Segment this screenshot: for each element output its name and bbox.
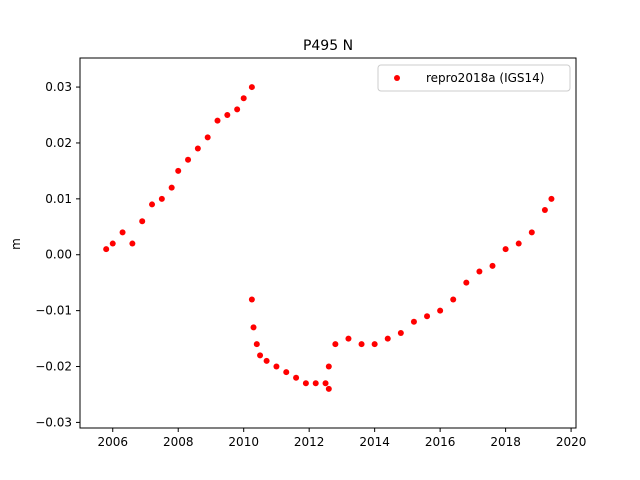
chart-title: P495 N	[303, 38, 353, 54]
data-point	[158, 195, 165, 202]
data-point	[489, 262, 496, 269]
data-point	[250, 324, 257, 331]
data-point	[371, 341, 378, 348]
data-point	[257, 352, 264, 359]
y-tick-label: −0.02	[35, 360, 72, 374]
data-point	[248, 84, 255, 91]
data-point	[234, 106, 241, 113]
data-point	[224, 112, 231, 119]
data-point	[410, 318, 417, 325]
data-point	[248, 296, 255, 303]
data-point	[476, 268, 483, 275]
axis-ticks: 2006 2008 2010 2012 2014 2016 2018 2020 −0.03 −0.…	[35, 80, 586, 449]
data-point	[325, 385, 332, 392]
data-point	[437, 307, 444, 314]
data-point	[149, 201, 156, 208]
data-point	[194, 145, 201, 152]
data-point	[109, 240, 116, 247]
data-point	[103, 246, 110, 253]
data-point	[345, 335, 352, 342]
data-point	[424, 313, 431, 320]
data-point	[302, 380, 309, 387]
y-tick-label: 0.01	[45, 192, 72, 206]
data-point	[548, 195, 555, 202]
data-point	[515, 240, 522, 247]
data-point	[322, 380, 329, 387]
data-point	[293, 374, 300, 381]
data-point	[528, 229, 535, 236]
data-point	[139, 218, 146, 225]
data-point	[332, 341, 339, 348]
data-point	[541, 207, 548, 214]
data-point	[283, 369, 290, 376]
x-tick-label: 2012	[294, 435, 325, 449]
data-point	[175, 167, 182, 174]
data-point	[240, 95, 247, 102]
x-tick-label: 2016	[425, 435, 456, 449]
x-tick-label: 2008	[163, 435, 194, 449]
data-point	[204, 134, 211, 141]
data-point	[253, 341, 260, 348]
y-axis-label: m	[9, 238, 23, 250]
data-point	[214, 117, 221, 124]
data-point	[129, 240, 136, 247]
data-point	[263, 357, 270, 364]
data-point	[463, 279, 470, 286]
x-tick-label: 2018	[490, 435, 521, 449]
legend-box	[377, 64, 571, 92]
data-point	[397, 329, 404, 336]
plot-frame	[79, 57, 577, 429]
data-point	[502, 246, 509, 253]
data-point	[168, 184, 175, 191]
data-point	[384, 335, 391, 342]
data-point	[358, 341, 365, 348]
legend: repro2018a (IGS14)	[377, 64, 571, 92]
y-tick-label: 0.02	[45, 136, 72, 150]
y-tick-label: 0.00	[45, 248, 72, 262]
data-point	[325, 363, 332, 370]
data-point	[185, 156, 192, 163]
data-point	[119, 229, 126, 236]
data-point	[312, 380, 319, 387]
data-point	[273, 363, 280, 370]
data-point	[450, 296, 457, 303]
y-tick-label: −0.01	[35, 304, 72, 318]
legend-label: repro2018a (IGS14)	[426, 71, 544, 85]
y-tick-label: 0.03	[45, 80, 72, 94]
x-tick-label: 2006	[97, 435, 128, 449]
scatter-points	[103, 84, 555, 392]
x-tick-label: 2014	[359, 435, 390, 449]
legend-marker	[394, 75, 400, 81]
x-tick-label: 2010	[228, 435, 259, 449]
y-tick-label: −0.03	[35, 415, 72, 429]
x-tick-label: 2020	[556, 435, 587, 449]
